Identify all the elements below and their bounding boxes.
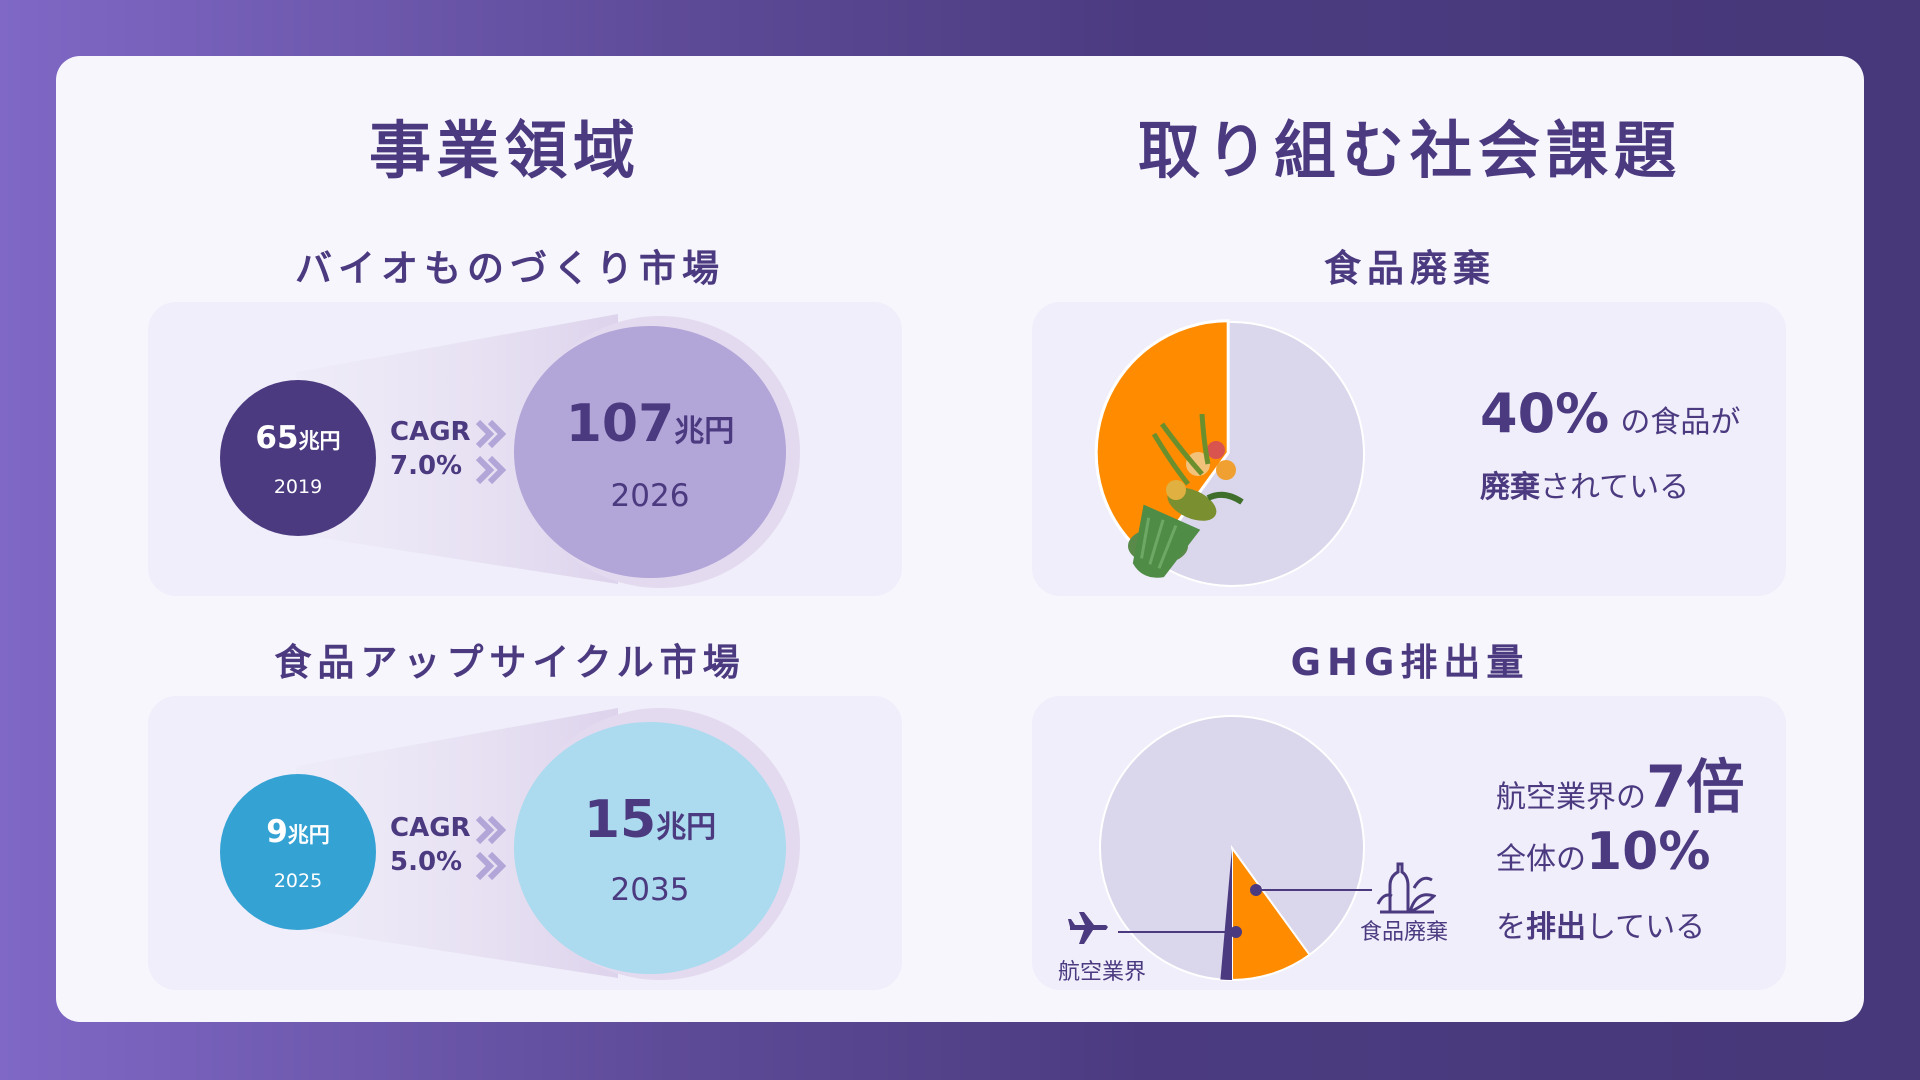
ghg-line3-pre: を <box>1496 910 1526 945</box>
ghg-line2: 全体の10% <box>1496 822 1710 882</box>
upcycle-start-unit: 兆円 <box>287 823 330 847</box>
bio-end-year: 2026 <box>610 478 690 514</box>
bio-2026-circle: 107兆円 2026 <box>514 326 786 578</box>
bio-cagr-value: 7.0% <box>390 451 463 481</box>
pie-food-waste-slice <box>1231 844 1311 982</box>
ghg-pie-chart <box>1099 715 1365 982</box>
bio-start-year: 2019 <box>273 476 323 498</box>
bio-market-title: バイオものづくり市場 <box>295 247 725 290</box>
bio-start-value: 65 <box>255 420 299 456</box>
chevron-double-right-icon <box>475 419 506 485</box>
upcycle-2035-circle: 15兆円 2035 <box>514 722 786 974</box>
food-waste-stat: 40% の食品が <box>1480 382 1740 445</box>
ghg-line1-big: 7倍 <box>1646 753 1745 821</box>
business-area-title: 事業領域 <box>368 114 641 187</box>
food-waste-label: 食品廃棄 <box>1360 920 1449 945</box>
ghg-line3: を排出している <box>1496 902 1705 946</box>
food-waste-title: 食品廃棄 <box>1324 247 1496 290</box>
upcycle-cagr: CAGR 5.0% <box>390 811 471 879</box>
pie-aviation-slice <box>1220 848 1232 980</box>
food-waste-stat-line2: 廃棄されている <box>1480 462 1689 506</box>
upcycle-2025-circle: 9兆円 2025 <box>220 774 376 930</box>
chevron-double-right-icon <box>475 815 506 881</box>
food-waste-text2: されている <box>1540 470 1690 505</box>
upcycle-market-title: 食品アップサイクル市場 <box>274 641 746 684</box>
upcycle-end-unit: 兆円 <box>656 810 717 845</box>
upcycle-cagr-label: CAGR <box>390 813 471 843</box>
ghg-line1-text: 航空業界の <box>1496 780 1646 815</box>
bio-cagr-label: CAGR <box>390 417 471 447</box>
ghg-line3-bold: 排出 <box>1526 910 1586 945</box>
ghg-line2-big: 10% <box>1586 822 1711 882</box>
pie-waste-slice <box>1094 319 1230 562</box>
food-waste-percent: 40% <box>1480 382 1610 445</box>
upcycle-end-year: 2035 <box>610 872 690 908</box>
bio-cagr: CAGR 7.0% <box>390 415 471 483</box>
upcycle-cagr-value: 5.0% <box>390 847 463 877</box>
upcycle-start-value: 9 <box>266 814 288 850</box>
bio-end-unit: 兆円 <box>674 414 735 449</box>
bio-end-value: 107 <box>565 394 675 454</box>
ghg-line3-post: している <box>1586 910 1706 945</box>
food-waste-bold: 廃棄 <box>1480 470 1540 505</box>
bio-start-unit: 兆円 <box>298 429 341 453</box>
ghg-title: GHG排出量 <box>1290 641 1530 684</box>
bio-2019-circle: 65兆円 2019 <box>220 380 376 536</box>
ghg-line1: 航空業界の7倍 <box>1496 740 1744 824</box>
upcycle-start-year: 2025 <box>273 870 323 892</box>
upcycle-end-value: 15 <box>583 790 657 850</box>
airplane-icon <box>1068 912 1108 944</box>
food-waste-bin-icon <box>1128 413 1244 578</box>
ghg-line2-text: 全体の <box>1496 842 1586 877</box>
social-issues-title: 取り組む社会課題 <box>1137 114 1682 187</box>
food-waste-pie-chart <box>1094 319 1365 587</box>
aviation-label: 航空業界 <box>1058 960 1147 985</box>
food-waste-text1: の食品が <box>1620 405 1741 440</box>
food-scraps-icon <box>1376 862 1436 914</box>
